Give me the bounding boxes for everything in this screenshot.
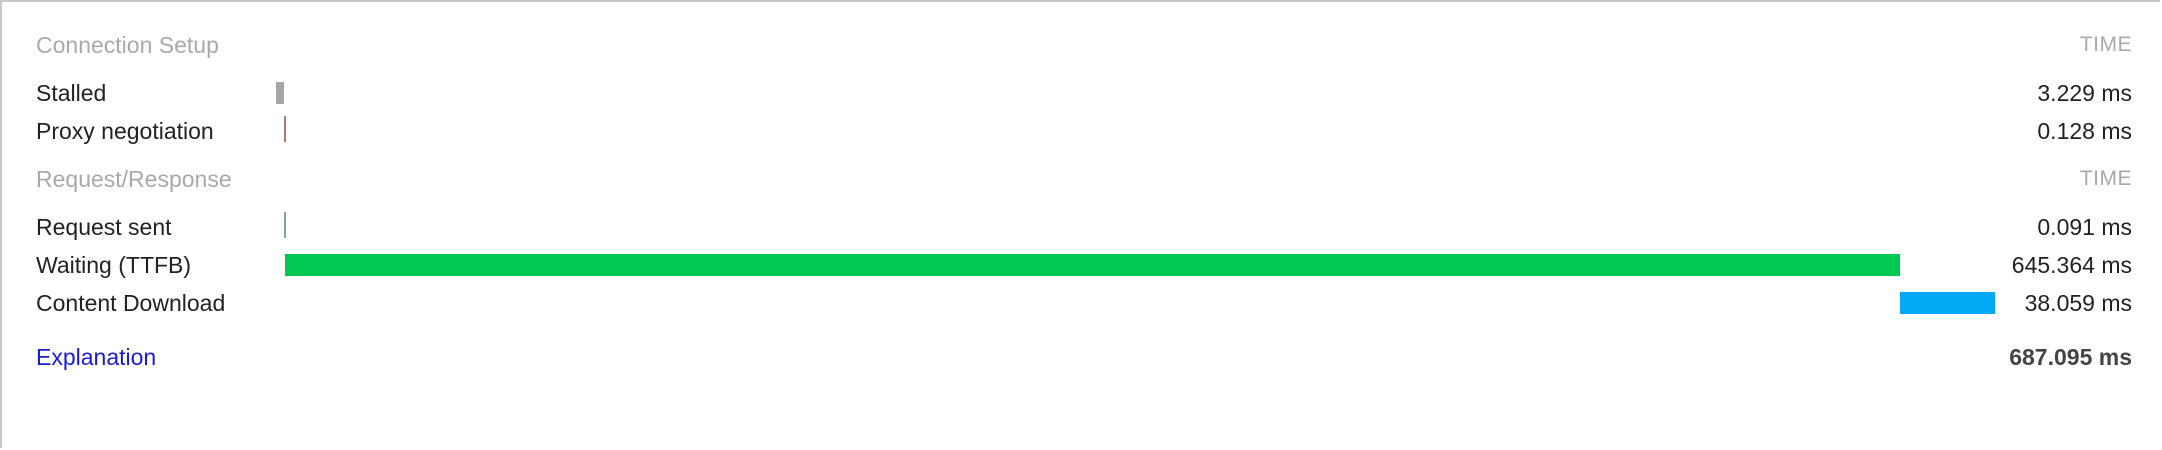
timing-value: 38.059 ms (2024, 290, 2132, 316)
timing-row-stalled: Stalled 3.229 ms (36, 74, 2132, 112)
request-response-header: Request/Response TIME (36, 160, 2132, 198)
timing-label: Waiting (TTFB) (36, 252, 192, 278)
time-column-header: TIME (2079, 33, 2132, 56)
timing-row-request-sent: Request sent 0.091 ms (36, 208, 2132, 246)
timing-row-proxy-negotiation: Proxy negotiation 0.128 ms (36, 112, 2132, 150)
stalled-bar[interactable] (276, 82, 285, 104)
timing-label: Content Download (36, 290, 226, 316)
timing-value: 3.229 ms (2037, 80, 2132, 106)
explanation-link[interactable]: Explanation (36, 344, 157, 370)
waiting-ttfb-bar[interactable] (284, 254, 1901, 276)
connection-setup-header: Connection Setup TIME (36, 26, 2132, 64)
section-title: Request/Response (36, 166, 232, 192)
timing-row-content-download: Content Download 38.059 ms (36, 284, 2132, 322)
timing-value: 0.128 ms (2037, 118, 2132, 144)
timing-track (276, 208, 1996, 246)
total-time: 687.095 ms (2009, 344, 2132, 370)
time-column-header: TIME (2079, 167, 2132, 190)
timing-track (276, 74, 1996, 112)
timing-track (276, 284, 1996, 322)
timing-label: Proxy negotiation (36, 118, 214, 144)
timing-label: Request sent (36, 214, 172, 240)
proxy-negotiation-bar[interactable] (284, 116, 287, 142)
section-title: Connection Setup (36, 32, 219, 58)
timing-track (276, 246, 1996, 284)
timing-row-waiting-ttfb: Waiting (TTFB) 645.364 ms (36, 246, 2132, 284)
timing-value: 0.091 ms (2037, 214, 2132, 240)
timing-footer: Explanation 687.095 ms (36, 338, 2132, 376)
request-sent-bar[interactable] (284, 212, 287, 238)
content-download-bar[interactable] (1900, 292, 1996, 314)
timing-label: Stalled (36, 80, 107, 106)
timing-track (276, 112, 1996, 150)
timing-value: 645.364 ms (2011, 252, 2132, 278)
